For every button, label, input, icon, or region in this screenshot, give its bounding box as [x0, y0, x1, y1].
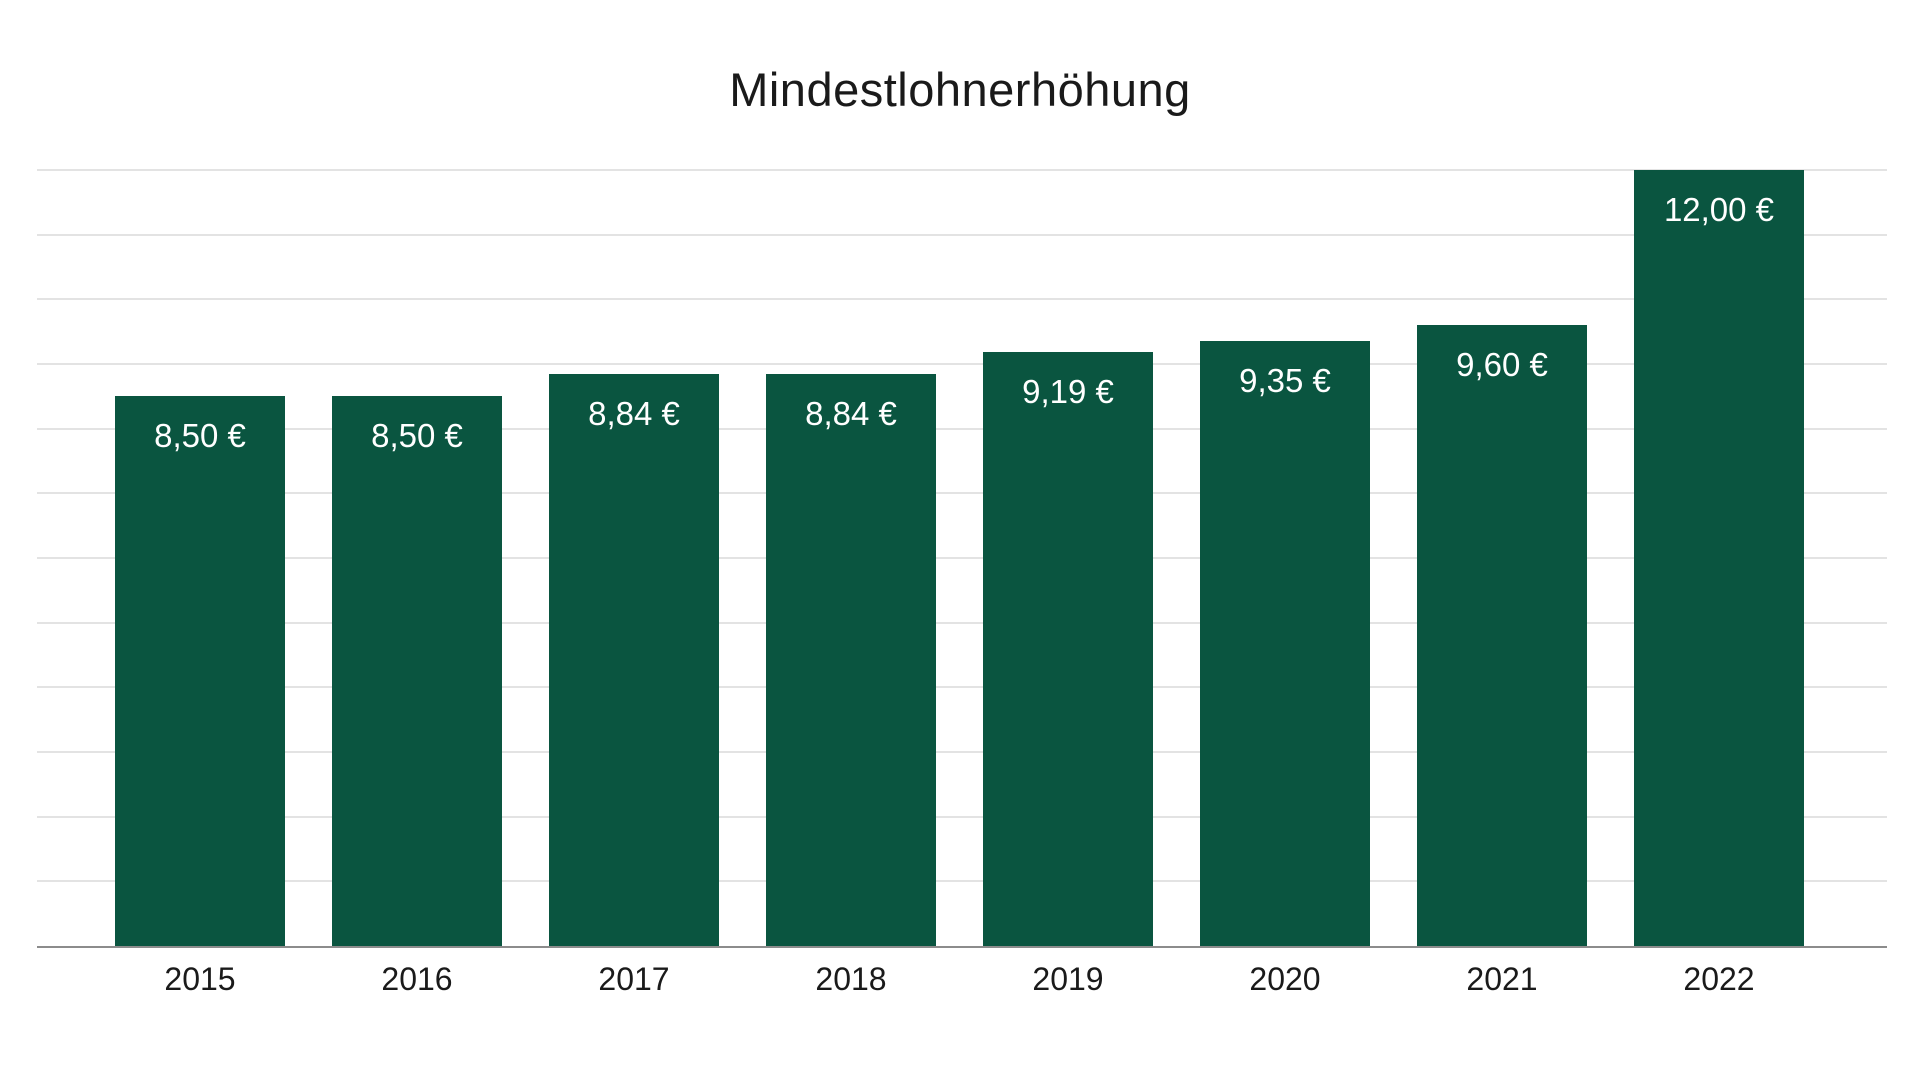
bar-value-label: 9,60 € [1456, 346, 1548, 384]
x-axis-label: 2016 [381, 961, 453, 997]
plot-area: 8,50 € 8,50 € 8,84 € 8,84 € 9,19 € 9,35 € 9,60… [37, 169, 1887, 948]
x-axis-line [37, 946, 1887, 948]
gridline [37, 621, 1887, 624]
x-axis-label: 2018 [815, 961, 887, 997]
gridline [37, 233, 1887, 236]
bar-value-label: 8,84 € [805, 395, 897, 433]
bar-value-label: 8,50 € [154, 417, 246, 455]
gridline [37, 298, 1887, 301]
bar-2019: 9,19 € [983, 351, 1153, 946]
bar-value-label: 8,50 € [371, 417, 463, 455]
bar-value-label: 12,00 € [1663, 191, 1775, 228]
chart-title: Mindestlohnerhöhung [729, 63, 1191, 116]
bar-2016: 8,50 € [332, 396, 502, 946]
x-axis-label: 2017 [598, 961, 670, 997]
gridline [37, 815, 1887, 818]
bar-2017: 8,84 € [549, 374, 719, 946]
bar-2018: 8,84 € [766, 374, 936, 946]
gridline [37, 686, 1887, 689]
x-axis-label: 2020 [1249, 961, 1321, 997]
x-axis-label: 2019 [1032, 961, 1104, 997]
x-axis-label: 2021 [1466, 961, 1538, 997]
bar-2015: 8,50 € [115, 396, 285, 946]
bar-2020: 9,35 € [1200, 341, 1370, 946]
gridline [37, 363, 1887, 365]
x-axis-label: 2015 [164, 961, 236, 997]
x-axis-label: 2022 [1683, 961, 1755, 997]
gridline [37, 492, 1887, 495]
gridline [37, 880, 1887, 883]
bar-2022: 12,00 € [1634, 170, 1804, 946]
bar-value-label: 8,84 € [588, 395, 680, 433]
gridline [37, 427, 1887, 430]
gridline [37, 169, 1887, 171]
x-axis-labels: 2015 2016 2017 2018 2019 2020 2021 2022 [37, 961, 1887, 1001]
bar-value-label: 9,19 € [1022, 372, 1114, 410]
gridline [37, 751, 1887, 753]
bar-2021: 9,60 € [1417, 325, 1587, 946]
bar-value-label: 9,35 € [1239, 362, 1331, 400]
gridline [37, 557, 1887, 559]
